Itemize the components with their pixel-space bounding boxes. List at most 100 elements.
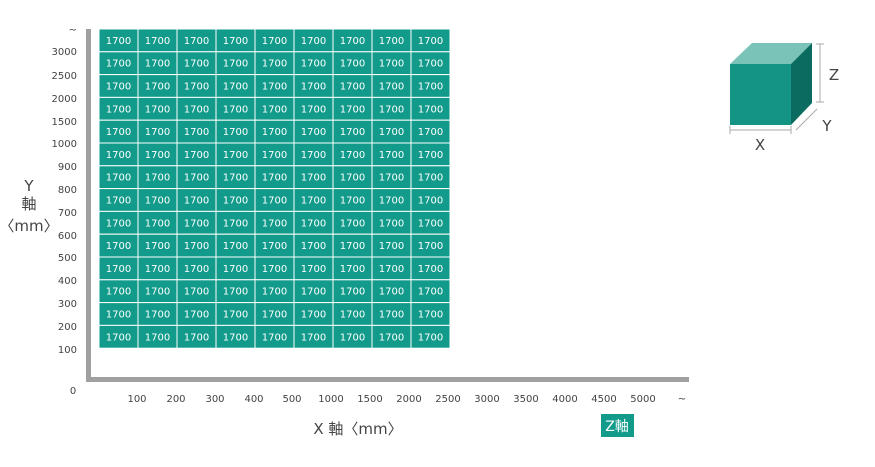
- heatmap-cell-label: 1700: [184, 36, 209, 47]
- x-tick-label: 100: [127, 394, 146, 405]
- heatmap-cell-label: 1700: [379, 310, 404, 321]
- x-tick-label: 4000: [552, 394, 577, 405]
- heatmap-cell-label: 1700: [379, 150, 404, 161]
- cube-top-face: [730, 43, 812, 64]
- heatmap-cell-label: 1700: [223, 59, 248, 70]
- heatmap-cell-label: 1700: [340, 196, 365, 207]
- x-axis-title: X 軸〈mm〉: [313, 420, 402, 438]
- heatmap-cell-label: 1700: [262, 241, 287, 252]
- heatmap-cell-label: 1700: [301, 196, 326, 207]
- y-tick-label: 100: [58, 345, 77, 356]
- y-axis-line: [86, 29, 91, 381]
- heatmap-cell-label: 1700: [418, 287, 443, 298]
- y-tick-label: 500: [58, 253, 77, 264]
- heatmap-cell-label: 1700: [301, 82, 326, 93]
- heatmap-cell-label: 1700: [379, 241, 404, 252]
- heatmap-cell-label: 1700: [184, 287, 209, 298]
- heatmap-cell-label: 1700: [184, 104, 209, 115]
- cube-y-label: Y: [821, 117, 832, 135]
- y-tick-label: 1500: [52, 117, 77, 128]
- heatmap-cell-label: 1700: [379, 104, 404, 115]
- heatmap-cell-label: 1700: [379, 196, 404, 207]
- heatmap-cell-label: 1700: [418, 104, 443, 115]
- heatmap-cell-label: 1700: [418, 332, 443, 343]
- heatmap-cell-label: 1700: [223, 264, 248, 275]
- heatmap-cell-label: 1700: [379, 287, 404, 298]
- heatmap-cell-label: 1700: [379, 36, 404, 47]
- x-tick-label: 2000: [396, 394, 421, 405]
- cube-front-face: [730, 64, 791, 125]
- heatmap-cell-label: 1700: [106, 287, 131, 298]
- heatmap-cell-label: 1700: [223, 218, 248, 229]
- heatmap-cell-label: 1700: [301, 150, 326, 161]
- heatmap-cell-label: 1700: [223, 287, 248, 298]
- heatmap-cell-label: 1700: [145, 310, 170, 321]
- heatmap-cell-label: 1700: [184, 173, 209, 184]
- heatmap-cell-label: 1700: [145, 104, 170, 115]
- heatmap-cell-label: 1700: [184, 127, 209, 138]
- heatmap-cell-label: 1700: [418, 264, 443, 275]
- x-tick-label: 1000: [318, 394, 343, 405]
- heatmap-cell-label: 1700: [262, 332, 287, 343]
- heatmap-cell-label: 1700: [379, 127, 404, 138]
- heatmap-cell-label: 1700: [106, 332, 131, 343]
- y-tick-label: 3000: [52, 47, 77, 58]
- y-tick-label: 600: [58, 231, 77, 242]
- heatmap-cell-label: 1700: [106, 241, 131, 252]
- heatmap-cell-label: 1700: [145, 196, 170, 207]
- y-axis-title-line-1: Y: [23, 177, 34, 195]
- x-tick-label: 4500: [591, 394, 616, 405]
- heatmap-cell-label: 1700: [184, 82, 209, 93]
- heatmap-cell-label: 1700: [262, 173, 287, 184]
- heatmap-cell-label: 1700: [340, 241, 365, 252]
- heatmap-cell-label: 1700: [301, 332, 326, 343]
- heatmap-cell-label: 1700: [106, 218, 131, 229]
- xyz-cube-diagram: Z X Y: [729, 43, 839, 154]
- heatmap-cell-label: 1700: [418, 59, 443, 70]
- heatmap-cell-label: 1700: [262, 264, 287, 275]
- y-dimension-line: [795, 108, 818, 131]
- heatmap-cell-label: 1700: [184, 310, 209, 321]
- x-tick-label: 3500: [513, 394, 538, 405]
- heatmap-cell-label: 1700: [340, 287, 365, 298]
- heatmap-cell-label: 1700: [223, 310, 248, 321]
- heatmap-cell-label: 1700: [106, 59, 131, 70]
- heatmap-cell-label: 1700: [262, 310, 287, 321]
- z-axis-badge-label: Z軸: [605, 419, 629, 435]
- heatmap-cell-label: 1700: [301, 264, 326, 275]
- heatmap-cell-label: 1700: [262, 59, 287, 70]
- heatmap-cell-label: 1700: [418, 127, 443, 138]
- heatmap-cell-label: 1700: [184, 150, 209, 161]
- heatmap-cell-label: 1700: [301, 127, 326, 138]
- heatmap-cell-label: 1700: [106, 264, 131, 275]
- heatmap-cell-label: 1700: [145, 82, 170, 93]
- heatmap-cell-label: 1700: [223, 241, 248, 252]
- y-tick-label: 700: [58, 208, 77, 219]
- heatmap-cell-label: 1700: [340, 218, 365, 229]
- heatmap-cell-label: 1700: [262, 104, 287, 115]
- heatmap-cell-label: 1700: [340, 82, 365, 93]
- heatmap-cell-label: 1700: [301, 287, 326, 298]
- y-tick-label: 900: [58, 162, 77, 173]
- heatmap-cell-label: 1700: [340, 104, 365, 115]
- heatmap-cell-label: 1700: [223, 82, 248, 93]
- x-tick-label: 300: [205, 394, 224, 405]
- heatmap-cell-label: 1700: [223, 173, 248, 184]
- heatmap-cell-label: 1700: [262, 36, 287, 47]
- cube-z-label: Z: [829, 66, 839, 84]
- heatmap-cell-label: 1700: [418, 218, 443, 229]
- heatmap-cell-label: 1700: [262, 218, 287, 229]
- heatmap-cell-label: 1700: [145, 127, 170, 138]
- y-tick-label: 300: [58, 299, 77, 310]
- y-tick-label: 1000: [52, 139, 77, 150]
- heatmap-cell-label: 1700: [418, 196, 443, 207]
- heatmap-cell-label: 1700: [379, 264, 404, 275]
- heatmap-cell-label: 1700: [184, 59, 209, 70]
- heatmap-cell-label: 1700: [301, 310, 326, 321]
- heatmap-cell-label: 1700: [145, 287, 170, 298]
- heatmap-cell-label: 1700: [340, 173, 365, 184]
- heatmap-cell-label: 1700: [106, 127, 131, 138]
- heatmap-cell-label: 1700: [223, 127, 248, 138]
- x-tick-label: 1500: [357, 394, 382, 405]
